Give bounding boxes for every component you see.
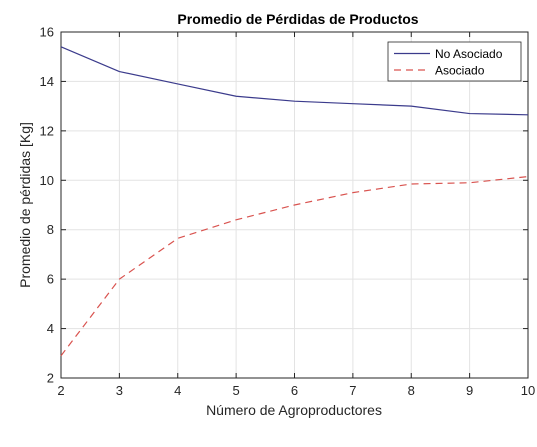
y-axis-label: Promedio de pérdidas [Kg] bbox=[17, 122, 33, 288]
x-tick-label: 2 bbox=[57, 383, 64, 398]
y-tick-label: 12 bbox=[40, 123, 54, 138]
legend-entry-no-asociado: No Asociado bbox=[435, 47, 503, 61]
y-tick-label: 2 bbox=[47, 371, 54, 386]
series-lines bbox=[60, 46, 529, 357]
x-tick-label: 4 bbox=[174, 383, 181, 398]
x-tick-label: 8 bbox=[408, 383, 415, 398]
legend-box bbox=[387, 41, 522, 82]
series-line-asociado bbox=[60, 175, 529, 357]
x-tick-label: 5 bbox=[233, 383, 240, 398]
x-tick-label: 10 bbox=[521, 383, 535, 398]
legend: No Asociado Asociado bbox=[387, 41, 522, 82]
y-tick-label: 14 bbox=[40, 74, 54, 89]
x-tick-label: 9 bbox=[466, 383, 473, 398]
x-axis-label: Número de Agroproductores bbox=[206, 402, 382, 418]
chart-title: Promedio de Pérdidas de Productos bbox=[177, 11, 418, 27]
y-tick-label: 6 bbox=[47, 272, 54, 287]
y-tick-label: 10 bbox=[40, 173, 54, 188]
y-tick-label: 4 bbox=[47, 321, 54, 336]
y-tick-label: 16 bbox=[40, 25, 54, 40]
y-tick-label: 8 bbox=[47, 222, 54, 237]
legend-entry-asociado: Asociado bbox=[435, 64, 485, 78]
x-tick-label: 6 bbox=[291, 383, 298, 398]
series-line-no-asociado bbox=[60, 46, 529, 116]
x-tick-label: 3 bbox=[116, 383, 123, 398]
axis-ticks: 2 3 4 5 6 7 8 9 10 2 4 6 8 10 12 14 16 bbox=[40, 25, 536, 399]
x-tick-label: 7 bbox=[349, 383, 356, 398]
